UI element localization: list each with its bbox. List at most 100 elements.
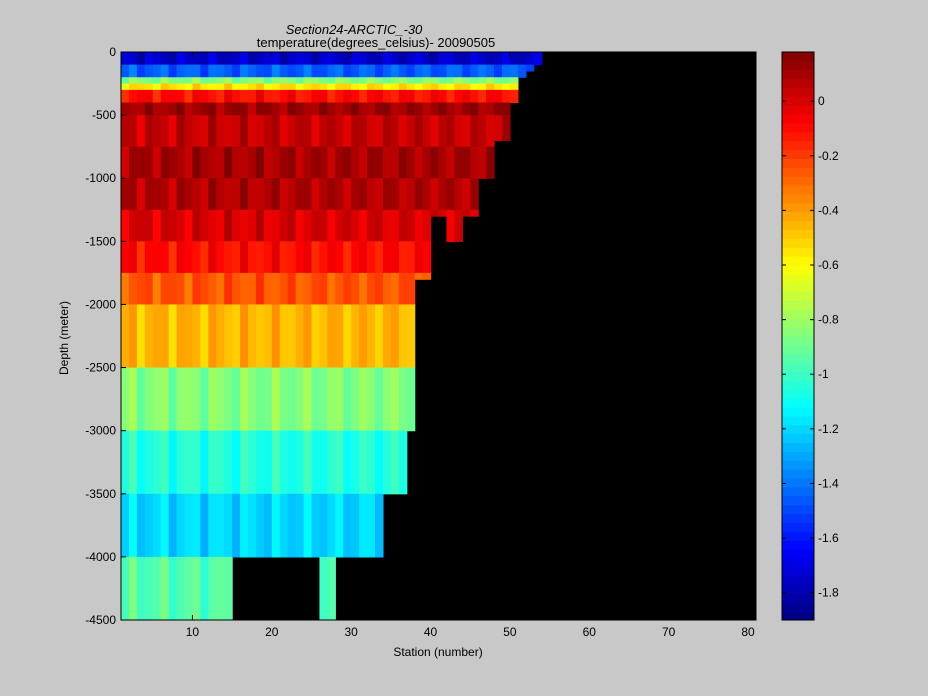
heatmap-cell — [232, 52, 241, 66]
heatmap-cell — [279, 64, 289, 78]
heatmap-cell — [406, 209, 416, 242]
colorbar-segment — [782, 336, 814, 346]
heatmap-cell — [303, 115, 313, 148]
heatmap-cell — [248, 64, 257, 78]
x-tick-label: 80 — [741, 625, 755, 639]
heatmap-cell — [255, 115, 265, 148]
heatmap-cell — [295, 493, 305, 558]
heatmap-cell — [398, 367, 408, 432]
heatmap-cell — [454, 77, 463, 85]
heatmap-cell — [184, 77, 194, 85]
colorbar-segment — [782, 211, 814, 222]
heatmap-cell — [335, 209, 344, 242]
heatmap-cell — [176, 493, 186, 558]
colorbar-segment — [782, 380, 814, 390]
heatmap-cell — [430, 83, 440, 91]
heatmap-cell — [359, 64, 368, 78]
heatmap-cell — [422, 241, 432, 274]
heatmap-cell — [375, 89, 384, 104]
heatmap-cell — [192, 556, 201, 621]
heatmap-cell — [446, 209, 455, 242]
colorbar-segment — [782, 202, 814, 213]
heatmap-cell — [216, 556, 225, 621]
heatmap-cell — [430, 209, 440, 217]
heatmap-cell — [224, 146, 233, 179]
heatmap-cell — [216, 83, 225, 91]
heatmap-cell — [168, 556, 178, 621]
heatmap-cell — [430, 146, 440, 179]
heatmap-cell — [319, 64, 328, 78]
heatmap-cell — [375, 64, 384, 78]
heatmap-cell — [255, 89, 265, 104]
heatmap-cell — [168, 52, 178, 66]
heatmap-cell — [422, 272, 432, 280]
colorbar-segment — [782, 407, 814, 417]
heatmap-cell — [390, 83, 400, 91]
heatmap-cell — [287, 241, 297, 274]
colorbar-segment — [782, 549, 814, 559]
heatmap-cell — [502, 115, 511, 141]
heatmap-cell — [311, 272, 321, 306]
heatmap-cell — [287, 430, 297, 495]
heatmap-cell — [184, 89, 194, 104]
heatmap-cell — [248, 52, 257, 66]
heatmap-cell — [208, 430, 217, 495]
heatmap-cell — [240, 178, 249, 211]
x-axis-label: Station (number) — [393, 645, 483, 659]
colorbar-tick-label: -1.2 — [818, 422, 839, 436]
heatmap-cell — [287, 272, 297, 306]
heatmap-cell — [200, 493, 209, 558]
heatmap-cell — [335, 272, 344, 306]
heatmap-cell — [422, 209, 432, 242]
heatmap-cell — [208, 178, 217, 211]
heatmap-cell — [351, 304, 360, 369]
heatmap-cell — [390, 367, 400, 432]
colorbar-segment — [782, 566, 814, 577]
heatmap-cell — [422, 146, 432, 179]
heatmap-cell — [160, 146, 170, 179]
heatmap-cell — [240, 89, 249, 104]
heatmap-cell — [184, 115, 194, 148]
heatmap-cell — [327, 64, 336, 78]
heatmap-cell — [319, 83, 328, 91]
heatmap-cell — [121, 89, 130, 104]
heatmap-cell — [248, 367, 257, 432]
heatmap-cell — [255, 241, 265, 274]
heatmap-cell — [287, 304, 297, 369]
y-tick-label: -3000 — [85, 424, 116, 438]
colorbar-segment — [782, 531, 814, 541]
heatmap-cell — [200, 556, 209, 621]
heatmap-cell — [414, 209, 424, 242]
heatmap-cell — [359, 241, 368, 274]
heatmap-cell — [390, 52, 400, 66]
heatmap-cell — [128, 89, 138, 104]
heatmap-cell — [216, 146, 225, 179]
heatmap-cell — [128, 493, 138, 558]
heatmap-cell — [232, 493, 241, 558]
colorbar-segment — [782, 105, 814, 115]
heatmap-cell — [136, 77, 146, 85]
heatmap-cell — [136, 556, 146, 621]
colorbar-segment — [782, 575, 814, 586]
heatmap-cell — [208, 115, 217, 148]
heatmap-cell — [128, 52, 138, 66]
heatmap-cell — [327, 430, 336, 495]
heatmap-cell — [144, 115, 154, 148]
heatmap-cell — [406, 77, 416, 85]
heatmap-cell — [176, 102, 186, 116]
colorbar-segment — [782, 486, 814, 497]
heatmap-cell — [248, 241, 257, 274]
heatmap-cell — [263, 102, 273, 116]
heatmap-cell — [216, 115, 225, 148]
heatmap-cell — [382, 272, 392, 306]
heatmap-cell — [176, 430, 186, 495]
heatmap-cell — [200, 89, 209, 104]
heatmap-cell — [406, 178, 416, 211]
heatmap-cell — [168, 102, 178, 116]
heatmap-cell — [136, 115, 146, 148]
heatmap-cell — [121, 430, 130, 495]
heatmap-cell — [533, 52, 543, 66]
heatmap-cell — [382, 52, 392, 66]
